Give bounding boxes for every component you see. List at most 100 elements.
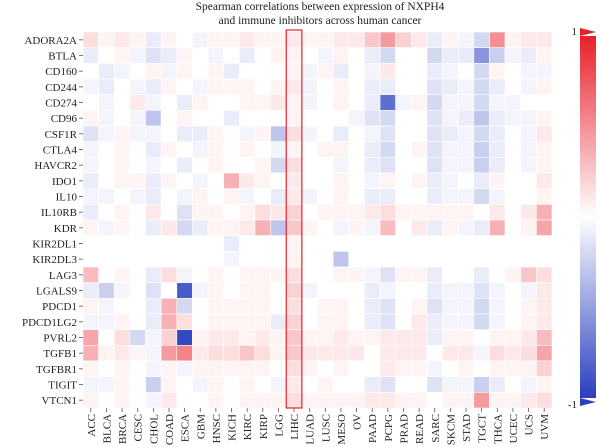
color-scale-gradient: [580, 36, 596, 398]
heatmap-cell-TGFBR1-CHOL: [145, 360, 162, 377]
heatmap-cell-ADORA2A-LUAD: [301, 31, 318, 48]
heatmap-cell-KIR2DL1-PAAD: [364, 235, 381, 252]
column-label-SKCM: SKCM: [445, 414, 457, 445]
column-label-KIRP: KIRP: [258, 414, 270, 439]
heatmap-cell-PDCD1-LUSC: [317, 298, 334, 315]
heatmap-cell-KIR2DL3-UCS: [520, 251, 537, 268]
heatmap-cell-KIR2DL3-PRAD: [395, 251, 412, 268]
heatmap-cell-KDR-ESCA: [176, 219, 193, 236]
heatmap-cell-LAG3-GBM: [192, 266, 209, 283]
heatmap-cell-TIGIT-PAAD: [364, 376, 381, 393]
heatmap-cell-CD274-CHOL: [145, 94, 162, 111]
heatmap-cell-VTCN1-GBM: [192, 392, 209, 409]
heatmap-cell-CD160-CHOL: [145, 63, 162, 80]
heatmap-cell-TIGIT-KICH: [223, 376, 240, 393]
heatmap-cell-CSF1R-THCA: [489, 125, 506, 142]
heatmap-cell-TIGIT-KIRP: [254, 376, 271, 393]
heatmap-cell-KIR2DL3-SKCM: [442, 251, 459, 268]
heatmap-cell-CD274-UCEC: [504, 94, 522, 111]
heatmap-cell-CTLA4-STAD: [457, 141, 475, 158]
heatmap-cell-PVRL2-BRCA: [113, 329, 131, 346]
heatmap-cell-CSF1R-MESO: [332, 125, 350, 142]
heatmap-cell-BTLA-BRCA: [113, 47, 131, 64]
heatmap-cell-CD274-CESC: [129, 94, 146, 111]
heatmap-cell-IL10RB-CESC: [129, 204, 146, 221]
chart-title: Spearman correlations between expression…: [110, 0, 530, 28]
heatmap-cell-PDCD1LG2-MESO: [332, 313, 350, 330]
heatmap-cell-TGFB1-HNSC: [207, 345, 225, 362]
heatmap-cell-BTLA-HNSC: [207, 47, 225, 64]
heatmap-cell-PDCD1-LGG: [270, 298, 287, 315]
column-label-PCPG: PCPG: [383, 414, 395, 442]
heatmap-cell-IL10RB-THCA: [489, 204, 506, 221]
heatmap-cell-KIR2DL1-LUAD: [301, 235, 318, 252]
heatmap-cell-CSF1R-PCPG: [379, 125, 396, 142]
heatmap-cell-CD244-HNSC: [207, 78, 225, 95]
heatmap-cell-PDCD1LG2-READ: [410, 313, 428, 330]
heatmap-cell-BTLA-PAAD: [364, 47, 381, 64]
heatmap-cell-IL10RB-KIRP: [254, 204, 271, 221]
heatmap-cell-CTLA4-PAAD: [364, 141, 381, 158]
column-label-PAAD: PAAD: [367, 414, 379, 443]
heatmap-cell-IDO1-SARC: [426, 172, 443, 189]
heatmap-cell-IL10-PCPG: [379, 188, 396, 205]
heatmap-cell-IDO1-STAD: [457, 172, 475, 189]
heatmap-cell-CD244-LIHC: [285, 78, 303, 95]
heatmap-cell-IL10RB-READ: [410, 204, 428, 221]
heatmap-cell-TIGIT-UCS: [520, 376, 537, 393]
row-label-HAVCR2: HAVCR2: [34, 160, 77, 172]
heatmap-cell-TGFB1-UVM: [536, 345, 553, 362]
heatmap-cell-KDR-THCA: [489, 219, 506, 236]
heatmap-cell-CD274-STAD: [457, 94, 475, 111]
heatmap-cell-KIR2DL1-UVM: [536, 235, 553, 252]
column-label-KICH: KICH: [227, 414, 239, 441]
heatmap-cell-TIGIT-LGG: [270, 376, 287, 393]
heatmap-cell-PVRL2-UVM: [536, 329, 553, 346]
heatmap-cell-HAVCR2-MESO: [332, 157, 350, 174]
heatmap-cell-LAG3-UCS: [520, 266, 537, 283]
heatmap-cell-TIGIT-SARC: [426, 376, 443, 393]
row-label-BTLA: BTLA: [48, 51, 77, 63]
heatmap-cell-LGALS9-LGG: [270, 282, 287, 299]
heatmap-cell-VTCN1-UCEC: [504, 392, 522, 409]
heatmap-cell-KIR2DL1-CESC: [129, 235, 146, 252]
heatmap-cell-KDR-KIRP: [254, 219, 271, 236]
heatmap-cell-TIGIT-CHOL: [145, 376, 162, 393]
heatmap-cell-LAG3-KIRP: [254, 266, 271, 283]
heatmap-cell-PDCD1-PAAD: [364, 298, 381, 315]
heatmap-cell-LAG3-BLCA: [98, 266, 115, 283]
heatmap-cell-KIR2DL3-ESCA: [176, 251, 193, 268]
heatmap-cell-KIR2DL1-KICH: [223, 235, 240, 252]
heatmap-cell-ADORA2A-OV: [348, 31, 365, 48]
heatmap-cell-ADORA2A-PAAD: [364, 31, 381, 48]
heatmap-cell-PDCD1-ACC: [82, 298, 99, 315]
heatmap-cell-KDR-CESC: [129, 219, 146, 236]
column-label-READ: READ: [414, 414, 426, 444]
heatmap-cell-VTCN1-STAD: [457, 392, 475, 409]
heatmap-cell-CD160-MESO: [332, 63, 350, 80]
heatmap-cell-TGFB1-PRAD: [395, 345, 412, 362]
column-label-COAD: COAD: [164, 414, 176, 445]
heatmap-cell-LGALS9-STAD: [457, 282, 475, 299]
heatmap-cell-CD244-KIRP: [254, 78, 271, 95]
heatmap-cell-TIGIT-ESCA: [176, 376, 193, 393]
heatmap-cell-IL10RB-TGCT: [473, 204, 490, 221]
row-label-PDCD1LG2: PDCD1LG2: [22, 317, 77, 329]
heatmap-cell-VTCN1-PAAD: [364, 392, 381, 409]
heatmap-cell-KIR2DL3-UVM: [536, 251, 553, 268]
heatmap-cell-TIGIT-SKCM: [442, 376, 459, 393]
heatmap-cell-KDR-COAD: [160, 219, 178, 236]
heatmap-cell-CSF1R-CESC: [129, 125, 146, 142]
heatmap-cell-KIR2DL3-TGCT: [473, 251, 490, 268]
heatmap-cell-KIR2DL1-ACC: [82, 235, 99, 252]
heatmap-cell-CD244-UVM: [536, 78, 553, 95]
heatmap-cell-LGALS9-SARC: [426, 282, 443, 299]
heatmap-cell-LGALS9-HNSC: [207, 282, 225, 299]
heatmap-cell-ADORA2A-HNSC: [207, 31, 225, 48]
heatmap-cell-KIR2DL1-KIRC: [239, 235, 256, 252]
chart-title-line-1: Spearman correlations between expression…: [195, 1, 445, 13]
heatmap-cell-KIR2DL1-HNSC: [207, 235, 225, 252]
heatmap-cell-HAVCR2-CESC: [129, 157, 146, 174]
heatmap-cell-VTCN1-BRCA: [113, 392, 131, 409]
row-label-CD96: CD96: [51, 113, 78, 125]
